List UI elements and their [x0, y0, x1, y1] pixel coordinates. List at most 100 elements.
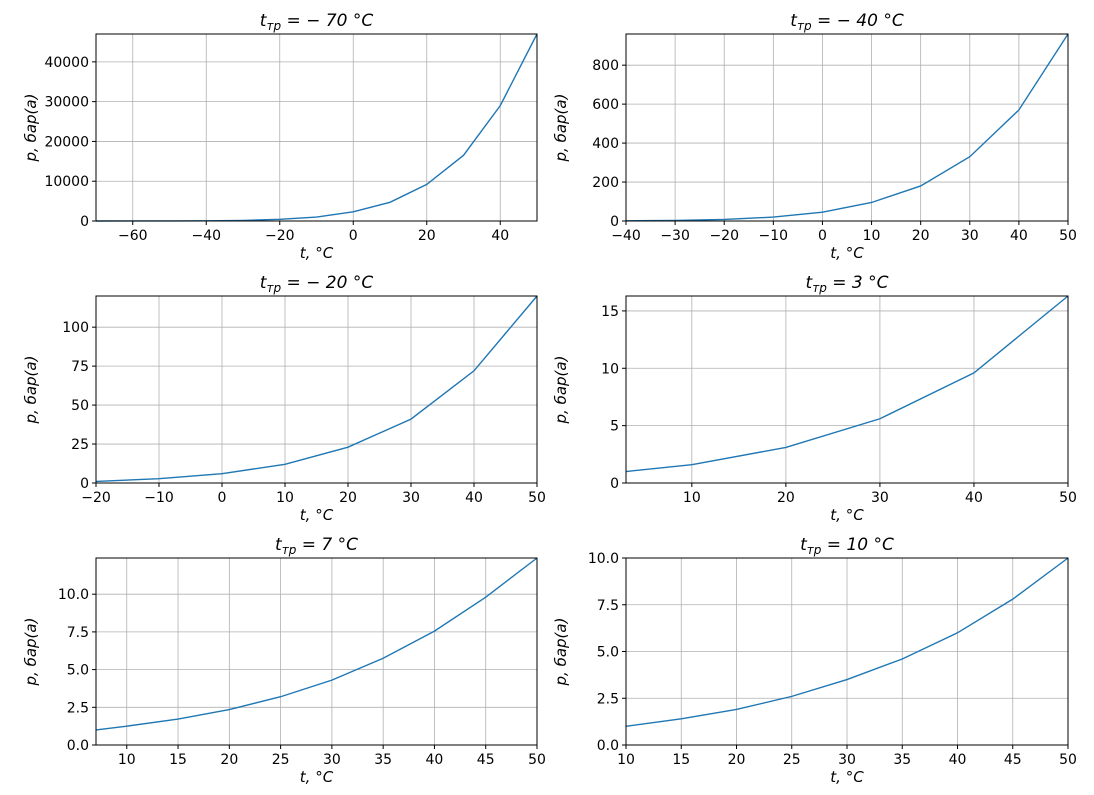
x-tick-label: 50	[1059, 228, 1077, 244]
y-tick-label: 0	[610, 214, 619, 230]
subplot-6: 10 15 20 25 30 35 40 45 50 0.0 2.5 5.0 7.5 10.0 t, °C p…	[552, 535, 1077, 786]
x-tick-label: −20	[709, 228, 739, 244]
y-tick-label: 75	[71, 359, 89, 375]
x-axis-label: t, °C	[300, 244, 334, 262]
y-tick-label: 5	[610, 419, 619, 435]
title-subscript: тр	[812, 281, 827, 295]
title-rest: = 7 °C	[296, 535, 358, 555]
x-tick-label: 40	[1010, 228, 1028, 244]
title-subscript: тр	[266, 281, 281, 295]
title-main: t	[790, 11, 798, 31]
y-tick-label: 25	[71, 437, 89, 453]
subplot-title: tтр = 3 °C	[806, 273, 889, 295]
title-subscript: тр	[266, 19, 281, 33]
y-axis-label: p, бар(a)	[552, 356, 570, 425]
plot-frame	[95, 295, 538, 484]
y-tick-label: 600	[592, 97, 619, 113]
y-tick-label: 7.5	[597, 598, 619, 614]
title-rest: = 10 °C	[821, 535, 894, 555]
subplot-title: tтр = − 70 °C	[260, 11, 374, 33]
x-tick-label: 25	[783, 752, 801, 768]
x-tick-label: 30	[402, 490, 420, 506]
x-tick-label: −20	[265, 228, 295, 244]
y-tick-label: 7.5	[67, 625, 89, 641]
title-subscript: тр	[797, 19, 812, 33]
x-tick-label: 0	[349, 228, 358, 244]
title-main: t	[806, 273, 814, 293]
x-tick-label: 50	[528, 490, 546, 506]
y-tick-label: 10000	[44, 174, 89, 190]
x-tick-label: 50	[528, 752, 546, 768]
y-axis-label: p, бар(a)	[22, 94, 40, 163]
subplot-2: −40 −30 −20 −10 0 10 20 30 40 50 0 200 400 600 800 t, °…	[552, 11, 1077, 262]
x-tick-label: 40	[965, 490, 983, 506]
subplot-title: tтр = 10 °C	[800, 535, 894, 557]
x-tick-label: 10	[617, 752, 635, 768]
x-tick-label: 40	[949, 752, 967, 768]
y-tick-label: 0.0	[67, 738, 89, 754]
x-axis-label: t, °C	[830, 768, 864, 786]
x-tick-label: −40	[611, 228, 641, 244]
title-main: t	[260, 11, 268, 31]
x-tick-label: 10	[118, 752, 136, 768]
y-tick-label: 10.0	[588, 551, 619, 567]
y-tick-label: 15	[601, 304, 619, 320]
x-tick-label: 30	[961, 228, 979, 244]
x-tick-label: 20	[339, 490, 357, 506]
x-tick-label: −40	[191, 228, 221, 244]
title-subscript: тр	[282, 543, 297, 557]
x-tick-label: 20	[220, 752, 238, 768]
x-tick-label: 10	[276, 490, 294, 506]
x-axis-label: t, °C	[830, 244, 864, 262]
subplot-title: tтр = − 40 °C	[790, 11, 904, 33]
x-tick-label: 10	[683, 490, 701, 506]
plot-frame	[625, 33, 1069, 222]
y-tick-label: 0.0	[597, 738, 619, 754]
x-tick-label: 35	[893, 752, 911, 768]
x-tick-label: −10	[759, 228, 789, 244]
y-axis-label: p, бар(a)	[22, 618, 40, 687]
y-tick-label: 50	[71, 398, 89, 414]
title-rest: = − 70 °C	[281, 11, 373, 31]
x-tick-label: 20	[912, 228, 930, 244]
y-tick-label: 400	[592, 136, 619, 152]
y-tick-label: 800	[592, 58, 619, 74]
series-line	[625, 557, 1069, 727]
plot-frame	[95, 557, 538, 746]
y-tick-label: 0	[80, 214, 89, 230]
x-tick-label: 40	[491, 228, 509, 244]
y-tick-label: 10	[601, 361, 619, 377]
y-axis-label: p, бар(a)	[552, 618, 570, 687]
x-tick-label: 45	[1004, 752, 1022, 768]
x-tick-label: 10	[863, 228, 881, 244]
y-tick-label: 200	[592, 175, 619, 191]
x-tick-label: 20	[728, 752, 746, 768]
subplot-title: tтр = 7 °C	[275, 535, 358, 557]
subplot-3: −20 −10 0 10 20 30 40 50 0 25 50 75 100 t, °C p, бар(a…	[22, 273, 546, 524]
x-tick-label: −60	[118, 228, 148, 244]
subplot-1: −60 −40 −20 0 20 40 0 10000 20000 30000 40000 t, °C…	[22, 11, 538, 262]
x-tick-label: 30	[871, 490, 889, 506]
x-axis-label: t, °C	[830, 506, 864, 524]
series-line	[625, 295, 1069, 473]
x-tick-label: 15	[672, 752, 690, 768]
y-tick-label: 2.5	[597, 691, 619, 707]
series-line	[95, 557, 538, 731]
series-line	[625, 33, 1069, 222]
y-tick-label: 100	[62, 320, 89, 336]
x-tick-label: 45	[477, 752, 495, 768]
y-tick-label: 2.5	[67, 700, 89, 716]
title-rest: = − 40 °C	[812, 11, 904, 31]
y-tick-label: 0	[610, 476, 619, 492]
x-tick-label: 0	[218, 490, 227, 506]
y-tick-label: 0	[80, 476, 89, 492]
x-tick-label: 40	[465, 490, 483, 506]
x-tick-label: 25	[272, 752, 290, 768]
x-axis-label: t, °C	[300, 506, 334, 524]
title-rest: = − 20 °C	[281, 273, 373, 293]
x-tick-label: 40	[426, 752, 444, 768]
y-axis-label: p, бар(a)	[22, 356, 40, 425]
y-tick-label: 5.0	[597, 645, 619, 661]
y-axis-label: p, бар(a)	[552, 94, 570, 163]
